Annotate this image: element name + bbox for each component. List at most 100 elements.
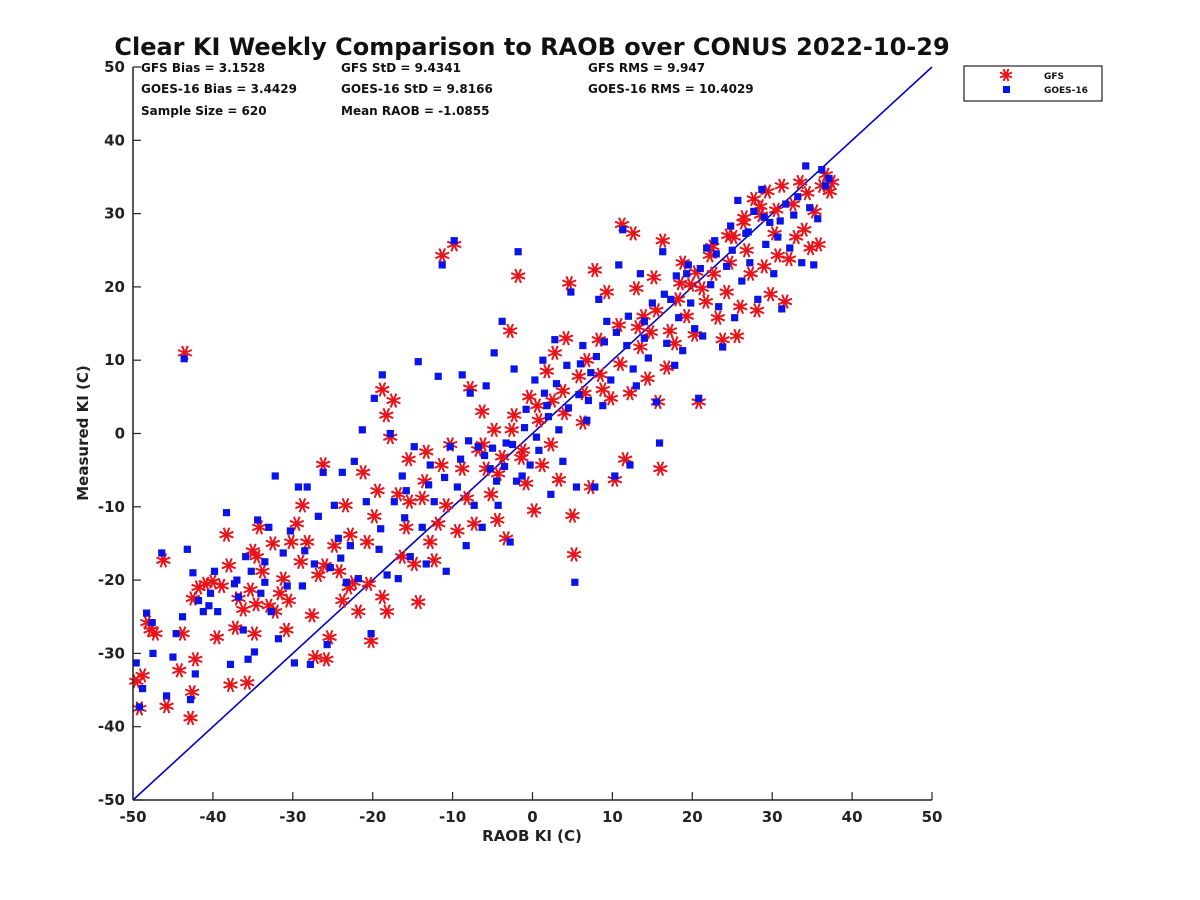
goes-16-point	[727, 222, 735, 230]
goes-16-point	[715, 303, 723, 311]
goes-16-point	[490, 349, 498, 357]
goes-16-point	[607, 376, 615, 384]
gfs-point	[245, 543, 261, 559]
gfs-point	[183, 710, 198, 726]
x-tick-label: -30	[279, 808, 306, 826]
gfs-point	[370, 483, 385, 498]
gfs-point	[729, 328, 745, 344]
gfs-point	[811, 237, 826, 252]
goes-16-point	[283, 582, 291, 590]
goes-16-point	[584, 396, 593, 405]
y-tick-label: -50	[98, 791, 125, 809]
goes-16-point	[294, 483, 302, 491]
stat-goes-bias: GOES-16 Bias = 3.4429	[141, 82, 297, 96]
gfs-point	[587, 262, 603, 278]
goes-16-point	[746, 259, 754, 267]
goes-16-point	[711, 237, 719, 245]
gfs-point	[622, 385, 638, 401]
goes-16-point	[450, 237, 458, 245]
goes-16-point	[703, 244, 711, 252]
stat-goes-std: GOES-16 StD = 9.8166	[341, 82, 493, 96]
goes-16-point	[257, 589, 265, 597]
goes-16-point	[822, 182, 830, 190]
x-tick-label: -50	[119, 808, 146, 826]
goes-16-point	[434, 372, 442, 380]
gfs-point	[466, 516, 482, 531]
one-to-one-line	[132, 66, 933, 801]
stat-gfs-std: GFS StD = 9.4341	[341, 61, 461, 75]
goes-16-point	[600, 338, 609, 346]
gfs-point	[555, 383, 571, 399]
goes-16-point	[579, 341, 587, 350]
goes-16-point	[632, 382, 640, 390]
goes-16-point	[426, 461, 434, 469]
goes-16-point	[494, 501, 502, 509]
goes-16-point	[271, 472, 279, 480]
gfs-point	[283, 534, 299, 550]
goes-16-point	[738, 277, 746, 285]
goes-16-point	[222, 509, 231, 517]
goes-16-point	[323, 641, 331, 649]
stat-gfs-rms: GFS RMS = 9.947	[588, 61, 705, 75]
goes-16-point	[825, 174, 833, 183]
goes-16-point	[274, 635, 283, 643]
goes-16-point	[180, 355, 188, 363]
goes-16-point	[186, 695, 195, 704]
goes-16-point	[242, 553, 250, 561]
gfs-point	[359, 534, 375, 550]
goes-16-point	[298, 582, 306, 590]
legend-gfs-marker	[999, 68, 1013, 82]
goes-16-point	[766, 218, 774, 226]
gfs-point	[386, 393, 401, 408]
goes-16-point	[794, 193, 802, 201]
gfs-point	[739, 242, 754, 258]
gfs-point	[209, 629, 225, 645]
goes-16-point	[199, 608, 207, 616]
gfs-point	[502, 323, 518, 339]
gfs-point	[135, 668, 150, 683]
goes-16-point	[453, 483, 461, 491]
x-tick-label: -40	[199, 808, 226, 826]
goes-16-point	[687, 299, 695, 307]
gfs-point	[796, 222, 812, 238]
gfs-point	[279, 622, 294, 638]
gfs-point	[547, 345, 563, 361]
goes-16-point	[233, 576, 241, 584]
goes-16-point	[350, 457, 358, 465]
goes-16-point	[226, 660, 235, 668]
goes-16-point	[314, 512, 322, 520]
gfs-point	[490, 512, 505, 528]
gfs-point	[331, 563, 347, 579]
goes-16-point	[592, 352, 601, 361]
legend-box	[963, 65, 1103, 102]
goes-16-point	[696, 264, 704, 273]
goes-16-point	[169, 653, 177, 661]
gfs-point	[243, 582, 258, 597]
goes-16-point	[559, 457, 567, 465]
goes-16-point	[540, 389, 549, 397]
goes-16-point	[684, 261, 692, 269]
goes-16-point	[758, 185, 766, 194]
goes-16-point	[611, 472, 619, 480]
stat-mean-raob: Mean RAOB = -1.0855	[341, 104, 489, 118]
gfs-point	[239, 675, 255, 691]
gfs-point	[781, 251, 797, 267]
x-tick-label: 30	[762, 808, 783, 826]
stat-sample-size: Sample Size = 620	[141, 104, 267, 118]
goes-16-point	[506, 538, 514, 546]
gfs-point	[788, 229, 804, 245]
gfs-point	[402, 494, 417, 509]
goes-16-point	[640, 334, 648, 342]
axis-ticks: -50 -40 -30 -20 -10 0 10 20 30 40 50 -50 -40 -30 -20 -1…	[98, 58, 943, 826]
gfs-point	[571, 369, 587, 384]
goes-16-point	[531, 376, 539, 384]
goes-16-point	[482, 382, 490, 390]
legend-gfs-asterisk	[999, 68, 1013, 82]
goes-16-point	[250, 648, 259, 656]
y-tick-label: -10	[98, 498, 125, 516]
gfs-point	[521, 389, 537, 405]
y-axis-label: Measured KI (C)	[74, 365, 92, 501]
goes-16-point	[818, 166, 826, 174]
goes-16-point	[502, 439, 510, 447]
goes-16-point	[510, 365, 518, 373]
